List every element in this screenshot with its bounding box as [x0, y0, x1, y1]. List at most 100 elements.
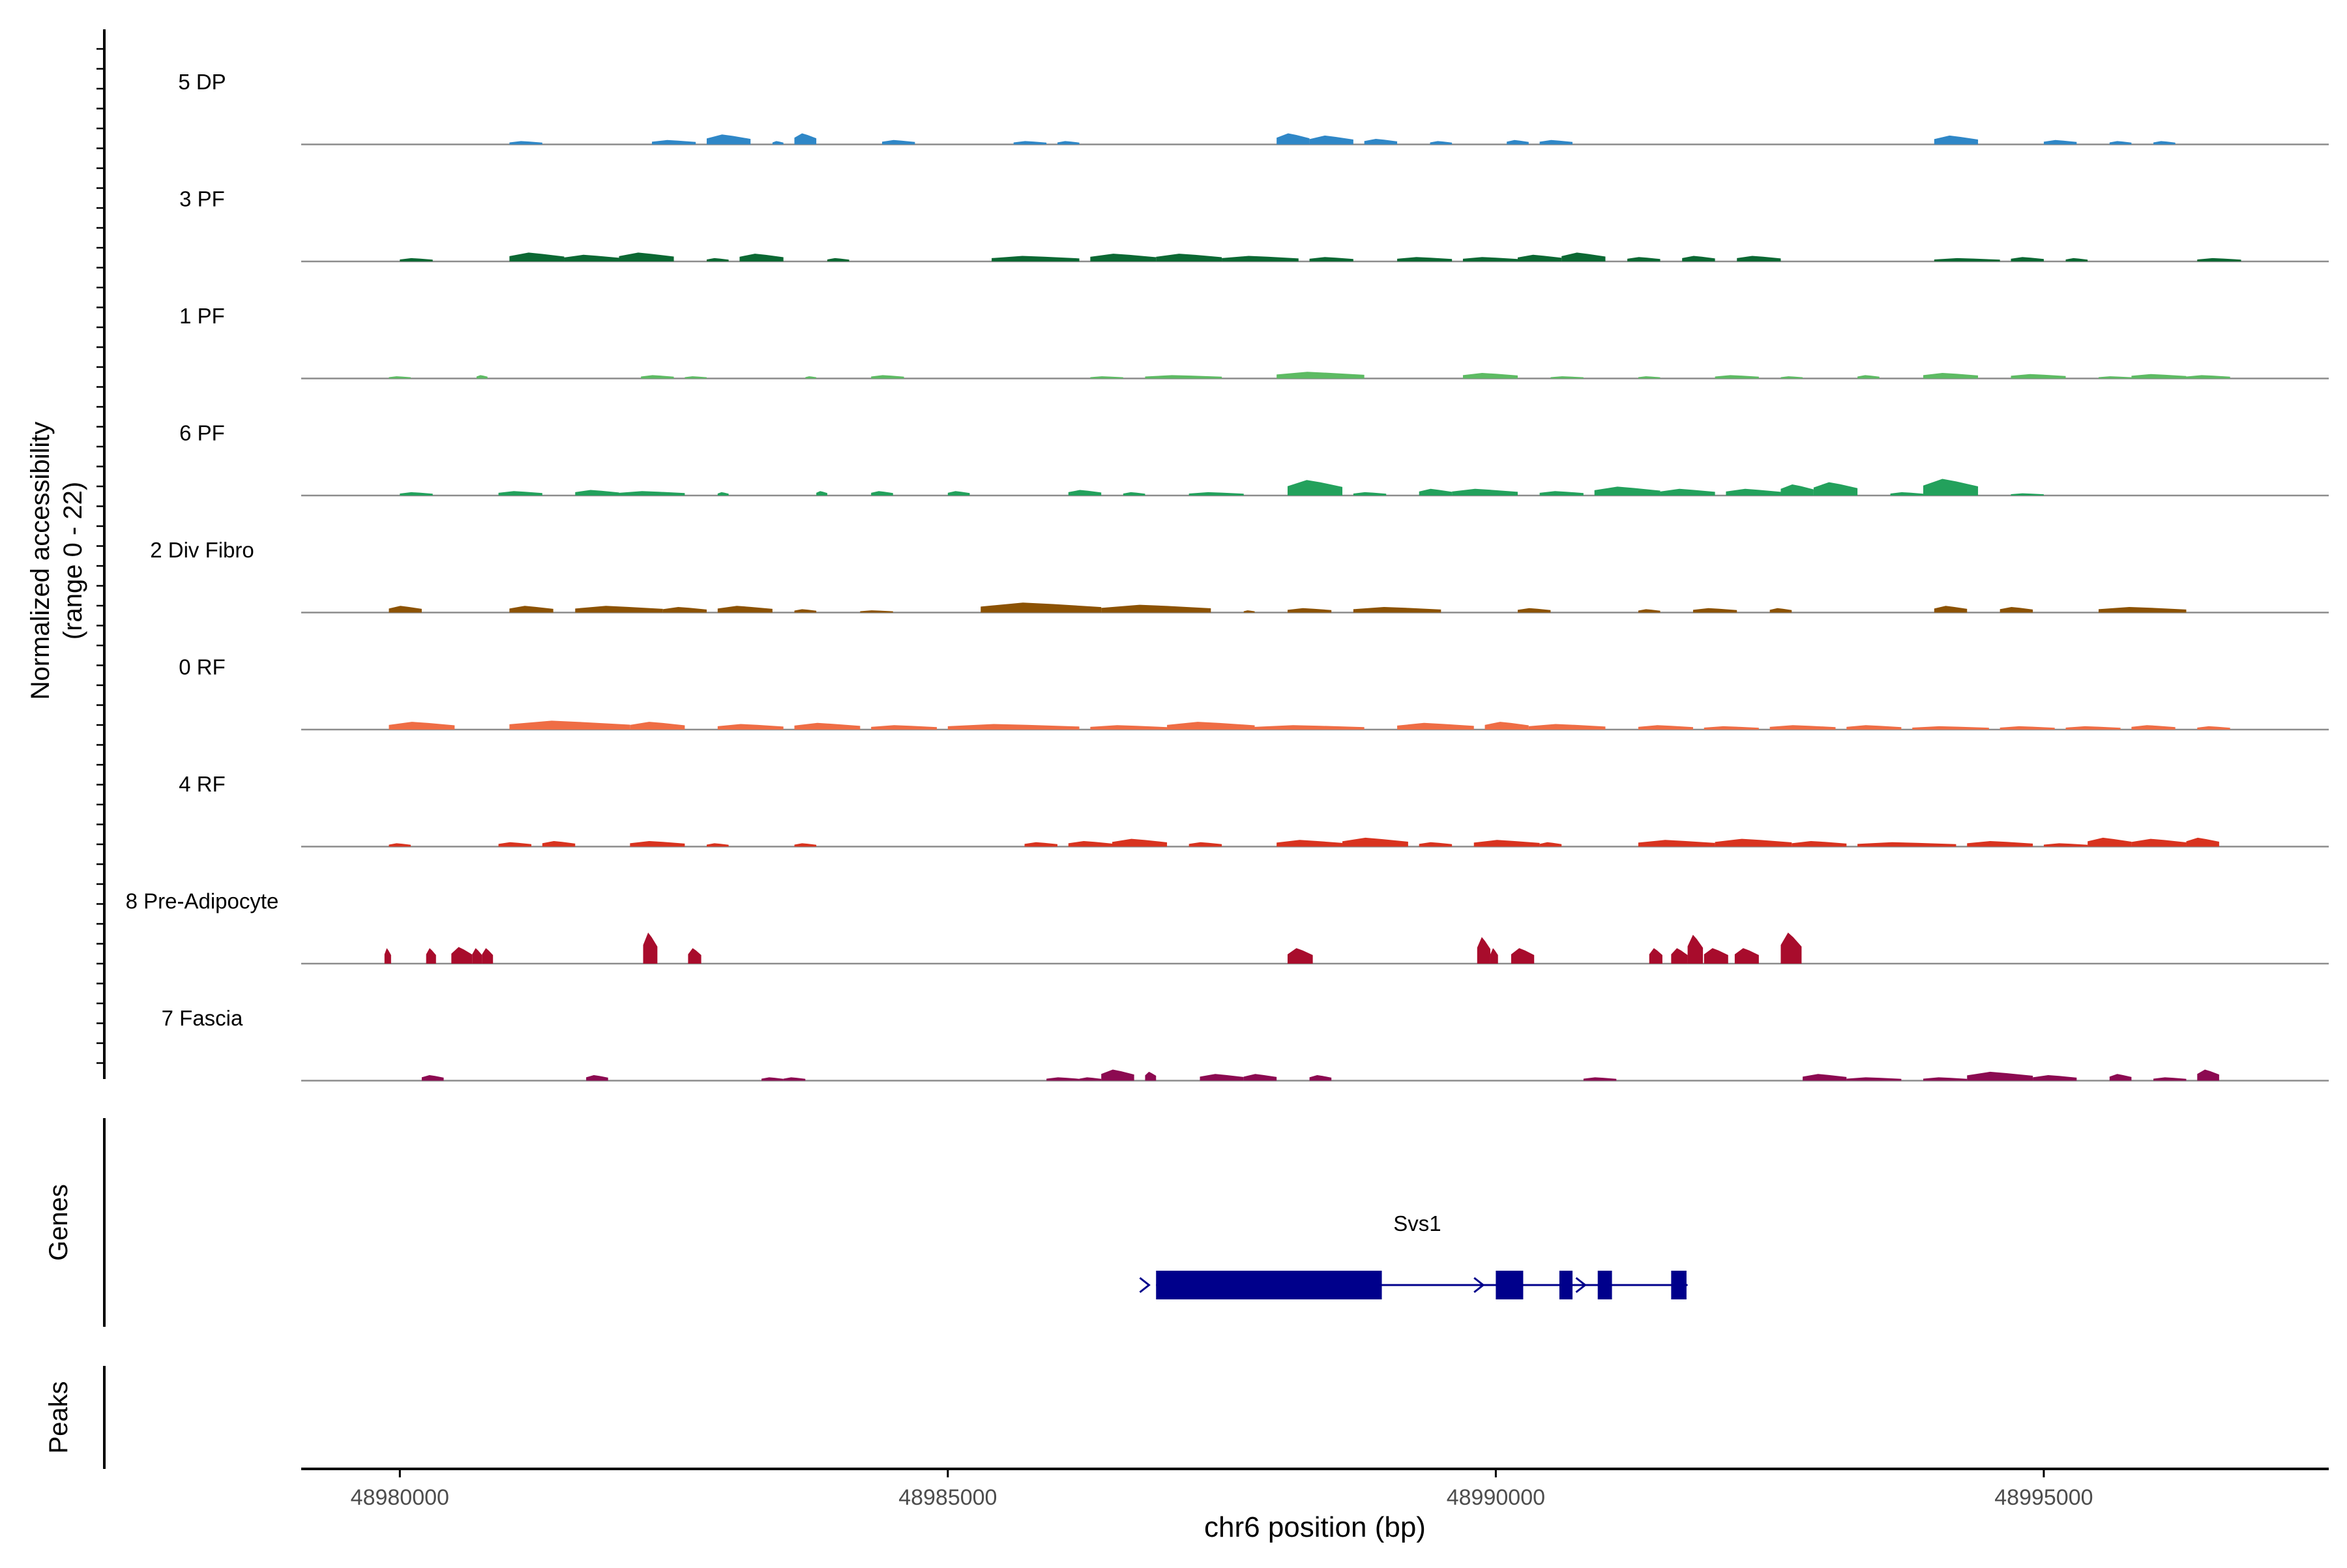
- coverage-peak: [2000, 726, 2055, 730]
- coverage-peak: [1024, 842, 1057, 847]
- coverage-peak: [2109, 1074, 2132, 1081]
- coverage-peak: [794, 133, 817, 145]
- coverage-peak: [1890, 492, 1923, 496]
- coverage-peak: [1068, 490, 1102, 496]
- coverage-peak: [1715, 375, 1759, 379]
- coverage-peak: [1188, 492, 1244, 496]
- coverage-peak: [630, 841, 685, 847]
- coverage-peak: [1079, 1077, 1102, 1081]
- coverage-peak: [384, 948, 391, 964]
- coverage-peak: [1046, 1077, 1080, 1081]
- coverage-peak: [947, 724, 1080, 730]
- coverage-peak: [794, 843, 817, 847]
- coverage-peak: [992, 256, 1080, 261]
- coverage-peak: [794, 722, 861, 730]
- coverage-peak: [426, 948, 436, 964]
- coverage-peak: [1660, 488, 1715, 496]
- track-label: 5 DP: [178, 70, 226, 94]
- coverage-peak: [2109, 141, 2132, 145]
- coverage-peak: [2011, 493, 2044, 496]
- coverage-peak: [1967, 841, 2033, 847]
- coverage-peak: [1539, 491, 1584, 496]
- coverage-peak: [1353, 607, 1441, 613]
- coverage-peak: [1090, 254, 1157, 261]
- coverage-peak: [1243, 1074, 1277, 1081]
- genes-label: Genes: [44, 1184, 73, 1261]
- coverage-peak: [2131, 374, 2187, 379]
- coverage-peak: [772, 141, 784, 145]
- coverage-peak: [643, 932, 658, 964]
- coverage-peak: [1769, 725, 1836, 730]
- track-label: 3 PF: [179, 187, 225, 211]
- x-tick-label: 48995000: [1994, 1485, 2093, 1510]
- track-label: 0 RF: [179, 655, 226, 679]
- coverage-peak: [827, 258, 849, 261]
- coverage-peak: [1057, 141, 1080, 145]
- coverage-peak: [707, 843, 729, 847]
- coverage-peak: [1188, 842, 1222, 847]
- coverage-peak: [1726, 488, 1781, 496]
- strand-arrow: [1575, 1277, 1587, 1294]
- coverage-peak: [509, 606, 554, 613]
- x-tick-label: 48980000: [351, 1485, 449, 1510]
- track-2-div-fibro: 2 Div Fibro: [150, 538, 2329, 614]
- coverage-peak: [688, 948, 701, 964]
- coverage-peak: [1477, 937, 1490, 964]
- coverage-peak: [1734, 948, 1759, 964]
- coverage-peak: [451, 947, 473, 964]
- coverage-peak: [2131, 838, 2187, 847]
- coverage-peak: [564, 254, 619, 261]
- coverage-peak: [1167, 722, 1255, 730]
- x-tick-label: 48990000: [1447, 1485, 1545, 1510]
- track-label: 7 Fascia: [162, 1006, 243, 1030]
- coverage-peak: [1397, 722, 1474, 730]
- coverage-peak: [509, 252, 565, 261]
- coverage-peak: [1112, 838, 1168, 847]
- coverage-peak: [2043, 140, 2077, 145]
- coverage-peak: [1561, 252, 1606, 261]
- strand-arrow: [1139, 1277, 1151, 1294]
- coverage-ylabel-line1: Normalized accessibility: [26, 422, 55, 700]
- coverage-peak: [509, 720, 630, 730]
- coverage-peak: [1857, 842, 1956, 847]
- coverage-peak: [1857, 375, 1880, 379]
- coverage-peak: [542, 841, 576, 847]
- coverage-peak: [472, 948, 482, 964]
- coverage-peak: [1490, 948, 1498, 964]
- coverage-peak: [1737, 256, 1781, 261]
- coverage-peak: [1462, 257, 1518, 261]
- peaks-label: Peaks: [44, 1381, 73, 1453]
- coverage-peak: [619, 491, 685, 496]
- coverage-peak: [1101, 1069, 1134, 1081]
- coverage-y-ticks: [96, 48, 104, 1064]
- coverage-peak: [871, 375, 904, 379]
- coverage-peak: [2131, 725, 2176, 730]
- coverage-peak: [2098, 376, 2132, 379]
- coverage-peak: [1287, 608, 1332, 613]
- coverage-peak: [1846, 1077, 1902, 1081]
- coverage-peak: [1518, 254, 1562, 261]
- coverage-peak: [2065, 726, 2121, 730]
- track-label: 8 Pre-Adipocyte: [126, 889, 279, 913]
- coverage-peak: [1309, 257, 1353, 261]
- coverage-peak: [707, 134, 751, 145]
- coverage-peak: [1254, 725, 1365, 730]
- coverage-peak: [2153, 1077, 2187, 1081]
- coverage-peak: [400, 492, 433, 496]
- coverage-peak: [783, 1077, 806, 1081]
- coverage-peak: [717, 492, 729, 496]
- x-tick-label: 48985000: [898, 1485, 997, 1510]
- track-8-pre-adipocyte: 8 Pre-Adipocyte: [126, 889, 2329, 965]
- coverage-peak: [482, 948, 494, 964]
- coverage-peak: [2011, 374, 2066, 379]
- coverage-peak: [1145, 375, 1222, 379]
- coverage-peak: [1222, 256, 1299, 261]
- coverage-peak: [1419, 488, 1453, 496]
- coverage-peak: [1156, 254, 1222, 261]
- coverage-peak: [1846, 725, 1902, 730]
- coverage-peak: [400, 258, 433, 261]
- coverage-peak: [1511, 948, 1535, 964]
- track-1-pf: 1 PF: [179, 304, 2329, 379]
- coverage-peak: [1364, 139, 1398, 145]
- coverage-peak: [2186, 837, 2219, 847]
